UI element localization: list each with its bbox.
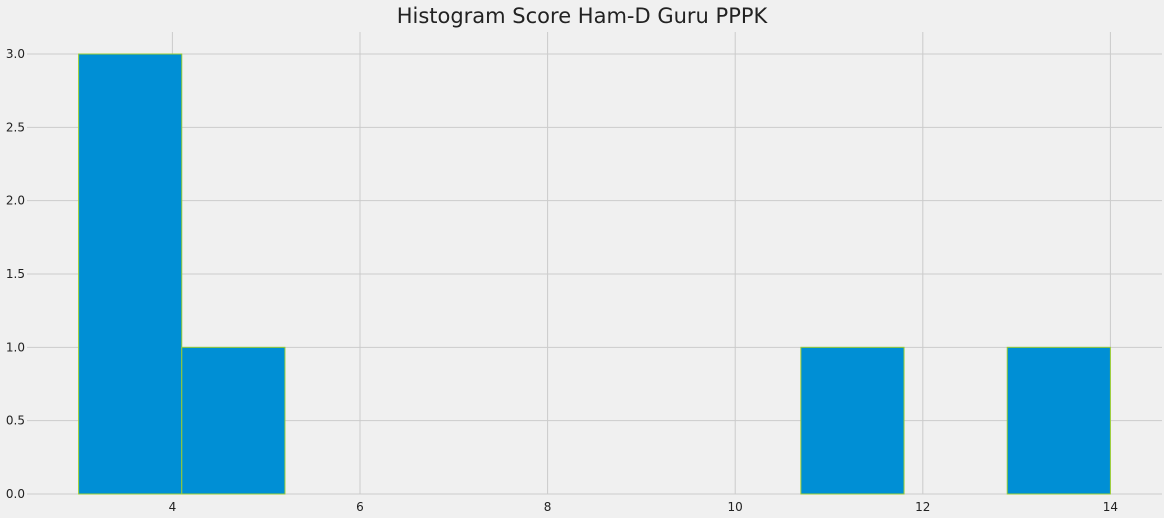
x-tick-label: 14	[1103, 500, 1118, 514]
x-tick-label: 10	[728, 500, 743, 514]
histogram-bar	[78, 53, 183, 495]
y-tick-label: 2.5	[6, 120, 25, 134]
x-tick-label: 8	[544, 500, 552, 514]
y-tick-label: 0.0	[6, 487, 25, 501]
y-tick-label: 2.0	[6, 194, 25, 208]
chart-title: Histogram Score Ham-D Guru PPPK	[396, 4, 768, 28]
x-tick-labels: 4 6 8 10 12 14	[169, 500, 1118, 514]
y-tick-label: 1.5	[6, 267, 25, 281]
y-tick-label: 1.0	[6, 340, 25, 354]
y-tick-labels: 0.0 0.5 1.0 1.5 2.0 2.5 3.0	[6, 47, 25, 501]
x-tick-label: 6	[356, 500, 364, 514]
histogram-bar	[1006, 346, 1111, 495]
x-tick-label: 12	[915, 500, 930, 514]
x-tick-label: 4	[169, 500, 177, 514]
y-tick-label: 3.0	[6, 47, 25, 61]
histogram-bar	[800, 346, 905, 495]
histogram-bar	[181, 346, 286, 495]
y-tick-label: 0.5	[6, 414, 25, 428]
bars	[78, 53, 1111, 495]
